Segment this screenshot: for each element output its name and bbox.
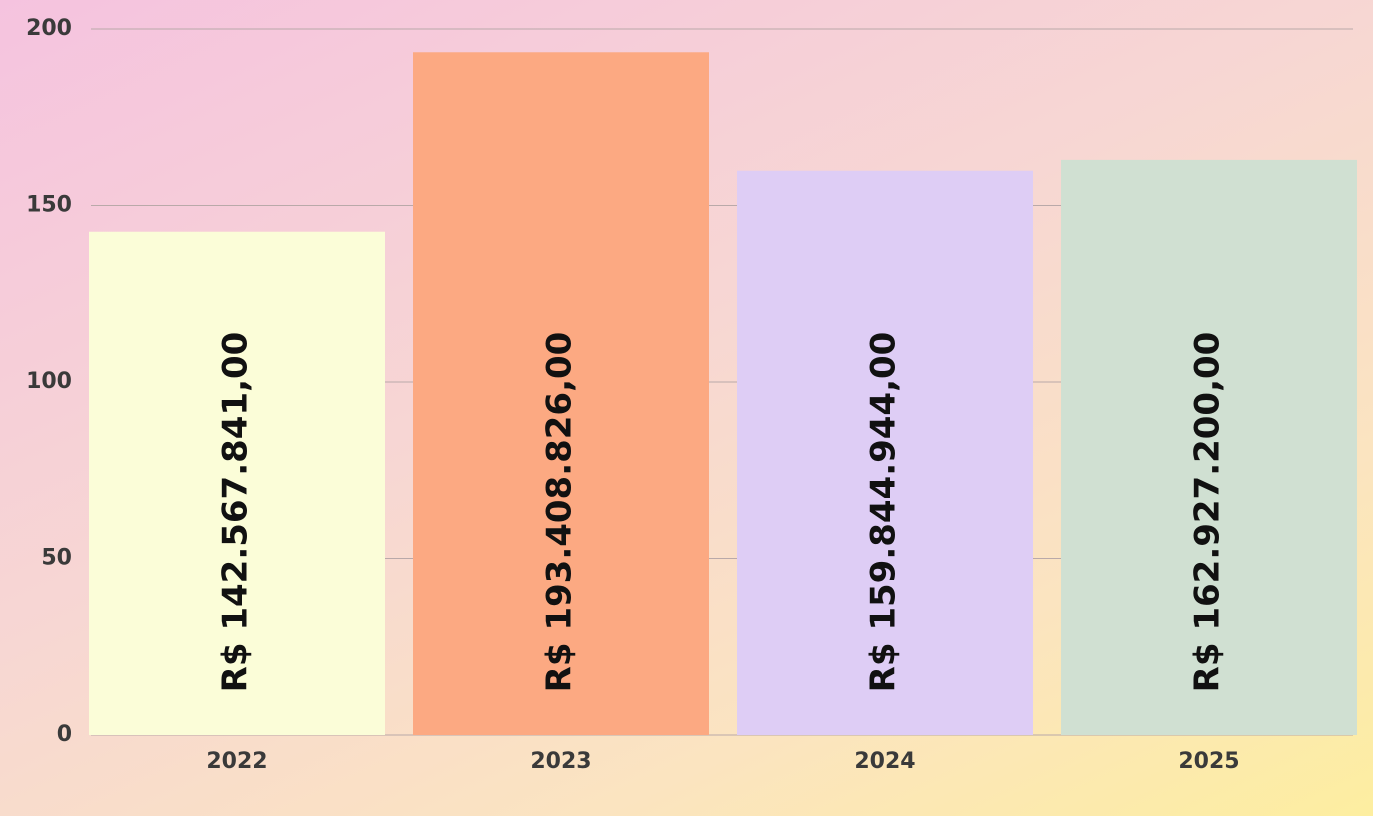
x-tick-label: 2022 xyxy=(206,749,267,774)
bar xyxy=(737,170,1033,736)
bar xyxy=(413,52,709,735)
value-label: R$ 193.408.826,00 xyxy=(540,332,580,693)
y-tick-label: 150 xyxy=(26,193,72,218)
value-label: R$ 159.844.944,00 xyxy=(864,332,904,693)
x-tick-label: 2023 xyxy=(530,749,591,774)
x-tick-label: 2025 xyxy=(1178,749,1239,774)
y-tick-label: 100 xyxy=(26,369,72,394)
bar xyxy=(1061,159,1357,735)
value-label: R$ 142.567.841,00 xyxy=(216,332,256,693)
y-tick-label: 200 xyxy=(26,16,72,41)
value-label: R$ 162.927.200,00 xyxy=(1188,332,1228,693)
bar xyxy=(89,231,385,735)
y-tick-label: 0 xyxy=(57,722,72,747)
x-tick-label: 2024 xyxy=(854,749,915,774)
y-tick-label: 50 xyxy=(41,546,72,571)
